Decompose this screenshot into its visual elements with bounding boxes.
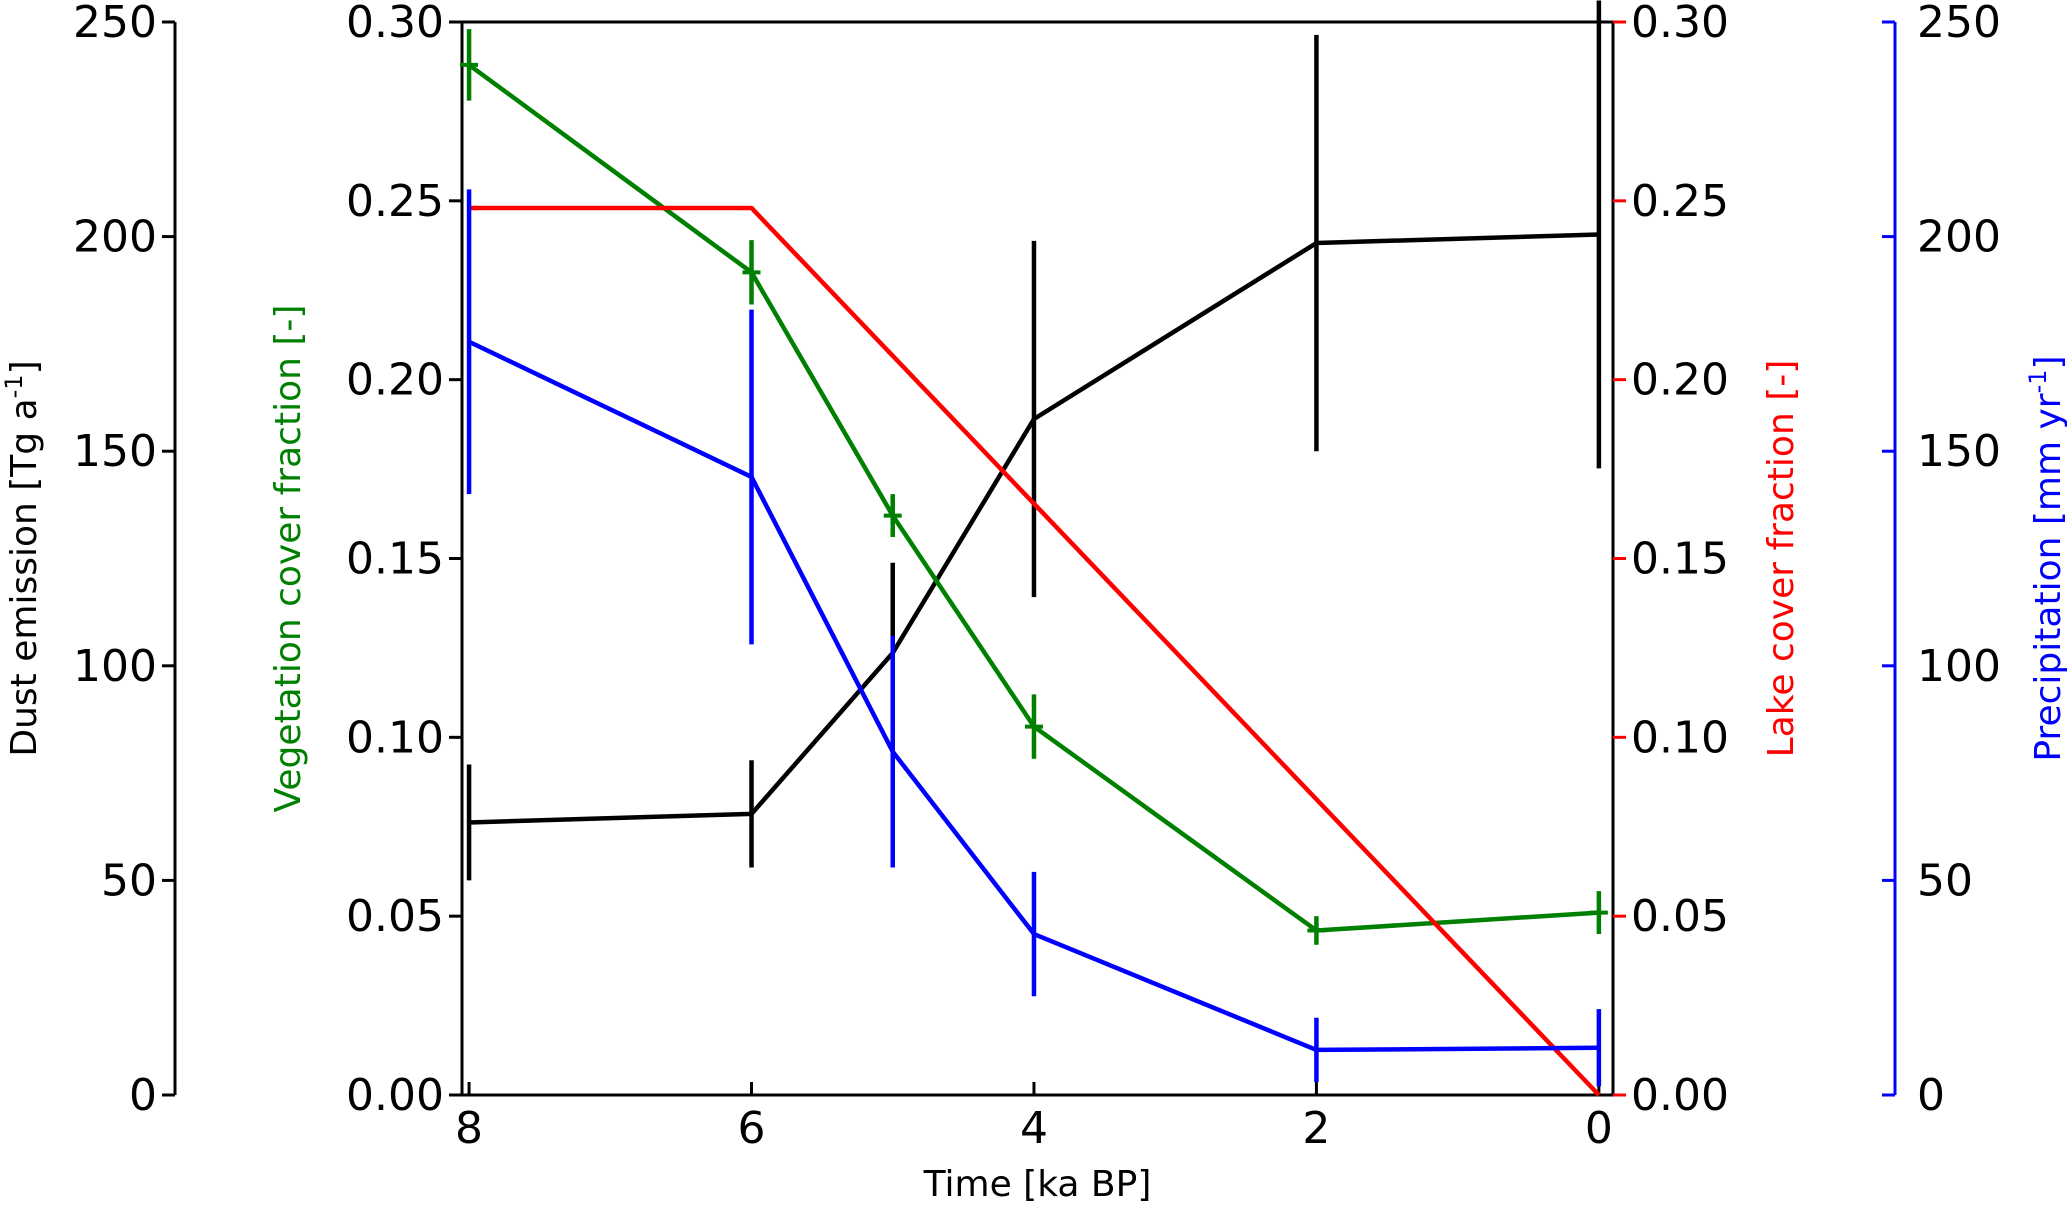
dust-tick-label: 100 bbox=[73, 641, 157, 692]
precip-axis-title: Precipitation [mm yr-1] bbox=[2024, 355, 2067, 761]
dust-tick-label: 150 bbox=[73, 426, 157, 477]
x-tick-label: 4 bbox=[1020, 1103, 1048, 1154]
precip-tick-label: 150 bbox=[1917, 426, 2001, 477]
veg-series-line bbox=[467, 63, 1600, 933]
veg-tick-label: 0.15 bbox=[346, 534, 444, 585]
x-tick-label: 8 bbox=[455, 1103, 483, 1154]
x-axis-title: Time [ka BP] bbox=[923, 1164, 1152, 1205]
x-tick-label: 2 bbox=[1302, 1103, 1330, 1154]
dust-tick-label: 250 bbox=[73, 0, 157, 48]
lake-tick-label: 0.00 bbox=[1631, 1070, 1729, 1121]
lake-tick-label: 0.20 bbox=[1631, 355, 1729, 406]
veg-tick-label: 0.05 bbox=[346, 891, 444, 942]
veg-axis-title: Vegetation cover fraction [-] bbox=[268, 305, 309, 813]
lake-tick-label: 0.25 bbox=[1631, 176, 1729, 227]
precip-series-line bbox=[468, 339, 1599, 1053]
series-layer bbox=[460, 0, 1608, 1097]
dust-tick-label: 50 bbox=[101, 855, 157, 906]
veg-tick-label: 0.25 bbox=[346, 176, 444, 227]
lake-tick-label: 0.15 bbox=[1631, 534, 1729, 585]
veg-tick-label: 0.00 bbox=[346, 1070, 444, 1121]
lake-series-line bbox=[469, 205, 1601, 1097]
precip-tick-label: 200 bbox=[1917, 212, 2001, 263]
lake-tick-label: 0.10 bbox=[1631, 712, 1729, 763]
x-tick-label: 0 bbox=[1585, 1103, 1613, 1154]
dust-series-line bbox=[468, 232, 1599, 825]
dust-tick-label: 200 bbox=[73, 212, 157, 263]
lake-tick-label: 0.05 bbox=[1631, 891, 1729, 942]
lake-tick-label: 0.30 bbox=[1631, 0, 1729, 48]
precip-tick-label: 250 bbox=[1917, 0, 2001, 48]
dust-axis-title: Dust emission [Tg a-1] bbox=[0, 360, 45, 756]
precip-tick-label: 50 bbox=[1917, 855, 1973, 906]
lake-axis-title: Lake cover fraction [-] bbox=[1761, 360, 1802, 758]
veg-tick-label: 0.20 bbox=[346, 355, 444, 406]
x-tick-label: 6 bbox=[738, 1103, 766, 1154]
precip-tick-label: 0 bbox=[1917, 1070, 1945, 1121]
veg-tick-label: 0.10 bbox=[346, 712, 444, 763]
labels-layer: Time [ka BP] Dust emission [Tg a-1] Veget… bbox=[0, 305, 2067, 1205]
veg-tick-label: 0.30 bbox=[346, 0, 444, 48]
axes-layer: 0501001502002500.000.050.100.150.200.250… bbox=[73, 0, 2001, 1154]
dust-tick-label: 0 bbox=[129, 1070, 157, 1121]
precip-tick-label: 100 bbox=[1917, 641, 2001, 692]
